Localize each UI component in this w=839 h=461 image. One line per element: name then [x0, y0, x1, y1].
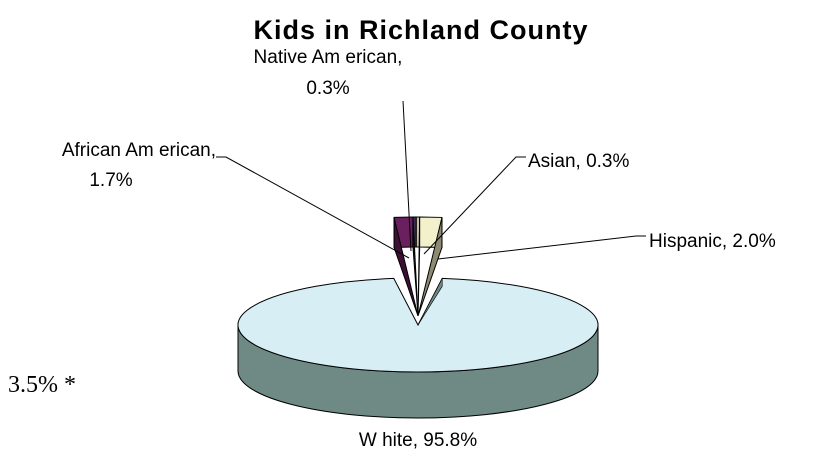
slice-label-white: W hite, 95.8% [359, 430, 477, 451]
leader-lines [216, 100, 646, 260]
leader-line-african-american [216, 156, 410, 259]
slice-hispanic-side [417, 217, 443, 317]
slice-native-american-side [412, 216, 419, 317]
slice-native-american [412, 216, 419, 317]
slice-label-african-american-name: African Am erican, [62, 140, 216, 161]
footnote: 3.5% * [8, 372, 76, 398]
pie-slices [237, 216, 599, 419]
slice-white-cut [417, 278, 443, 326]
slice-label-native-american-value: 0.3% [306, 78, 349, 99]
slice-white-top [237, 277, 599, 373]
slice-label-asian: Asian, 0.3% [528, 151, 629, 172]
slice-label-hispanic: Hispanic, 2.0% [649, 231, 776, 252]
slice-african-american [393, 216, 419, 317]
slice-white [237, 277, 599, 419]
slice-hispanic [417, 216, 443, 317]
leader-line-asian [423, 156, 526, 255]
leader-line-hispanic [437, 235, 646, 260]
slice-label-african-american-value: 1.7% [89, 170, 132, 191]
chart-title: Kids in Richland County [253, 15, 588, 45]
slice-label-native-american-name: Native Am erican, [254, 47, 403, 68]
leader-line-native-american [402, 100, 412, 252]
slice-african-american-side [393, 217, 419, 317]
